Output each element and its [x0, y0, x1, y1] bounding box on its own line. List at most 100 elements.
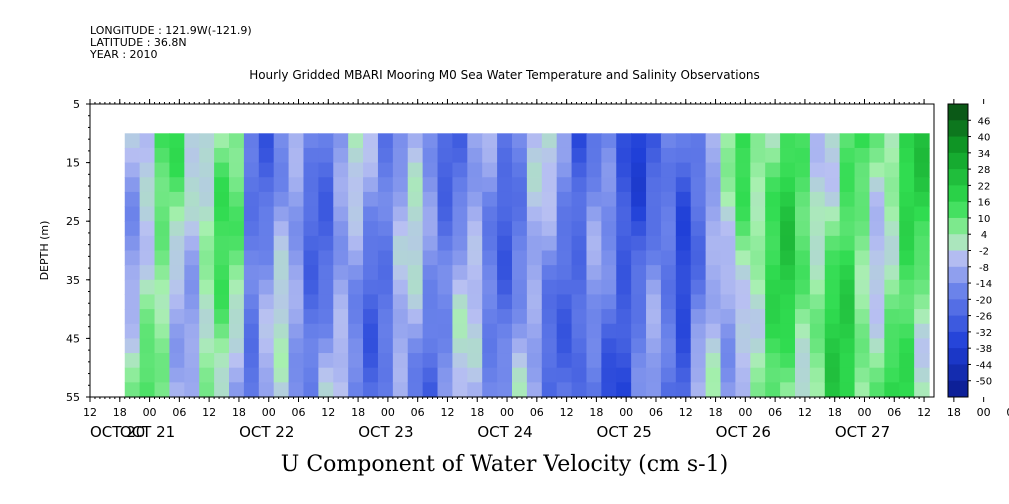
x-tick-label: 00	[857, 406, 871, 419]
heatmap-cell	[258, 279, 275, 296]
heatmap-cell	[646, 221, 662, 237]
heatmap-cell	[705, 177, 722, 193]
heatmap-cell	[884, 147, 900, 164]
heatmap-cell	[914, 221, 930, 237]
year-label: YEAR : 2010	[90, 48, 158, 61]
heatmap-cell	[631, 309, 647, 325]
heatmap-cell	[884, 338, 900, 354]
heatmap-cell	[392, 353, 409, 369]
heatmap-cell	[363, 162, 379, 178]
heatmap-cell	[660, 162, 677, 178]
heatmap-cell	[541, 294, 558, 310]
colorbar-label: -44	[976, 360, 992, 371]
heatmap-cell	[392, 250, 409, 266]
heatmap-cell	[154, 221, 171, 237]
heatmap-cell	[512, 147, 528, 164]
heatmap-cell	[229, 250, 245, 266]
heatmap-cell	[407, 133, 424, 149]
colorbar-swatch	[948, 250, 968, 268]
heatmap-cell	[169, 323, 185, 339]
heatmap-cell	[884, 221, 900, 237]
heatmap-cell	[348, 338, 364, 354]
y-tick-label: 25	[66, 215, 80, 228]
heatmap-cell	[363, 382, 379, 398]
heatmap-cell	[765, 338, 781, 354]
heatmap-cell	[824, 177, 841, 193]
heatmap-cell	[601, 279, 617, 296]
heatmap-cell	[497, 177, 513, 193]
heatmap-cell	[139, 147, 156, 164]
heatmap-cell	[556, 382, 573, 398]
x-tick-label: 00	[500, 406, 514, 419]
heatmap-cell	[422, 279, 439, 296]
heatmap-cell	[482, 147, 498, 164]
heatmap-cell	[914, 382, 930, 398]
heatmap-cell	[199, 323, 215, 339]
heatmap-cell	[392, 191, 409, 208]
heatmap-cell	[869, 133, 885, 149]
heatmap-cell	[184, 147, 200, 164]
heatmap-cell	[556, 367, 573, 383]
heatmap-cell	[631, 221, 647, 237]
heatmap-cell	[735, 279, 751, 296]
heatmap-cell	[482, 162, 498, 178]
heatmap-cell	[899, 279, 915, 296]
heatmap-cell	[780, 250, 796, 266]
heatmap-cell	[318, 235, 334, 252]
heatmap-cell	[184, 323, 200, 339]
heatmap-cell	[616, 191, 632, 208]
heatmap-cell	[869, 206, 885, 222]
colorbar-label: -20	[976, 295, 992, 306]
heatmap-cell	[526, 382, 543, 398]
x-tick-label: 18	[232, 406, 246, 419]
heatmap-cell	[214, 221, 230, 237]
x-tick-label: 12	[917, 406, 931, 419]
heatmap-cell	[273, 133, 290, 149]
heatmap-cell	[556, 133, 573, 149]
heatmap-cell	[854, 279, 871, 296]
heatmap-cell	[482, 265, 498, 281]
heatmap-cell	[899, 265, 915, 281]
heatmap-cell	[735, 235, 751, 252]
heatmap-cell	[288, 265, 305, 281]
colorbar-label: 10	[978, 214, 991, 225]
heatmap-cell	[541, 382, 558, 398]
heatmap-cell	[333, 382, 349, 398]
heatmap-cell	[482, 323, 498, 339]
heatmap-cell	[288, 147, 305, 164]
heatmap-cell	[303, 147, 319, 164]
heatmap-cell	[526, 147, 543, 164]
heatmap-cell	[139, 294, 156, 310]
heatmap-cell	[794, 191, 811, 208]
heatmap-cell	[824, 309, 841, 325]
heatmap-cell	[646, 309, 662, 325]
heatmap-cell	[541, 279, 558, 296]
heatmap-cell	[303, 191, 319, 208]
heatmap-cell	[690, 382, 707, 398]
heatmap-cell	[258, 162, 275, 178]
heatmap-cell	[124, 279, 141, 296]
heatmap-cell	[422, 147, 439, 164]
heatmap-cell	[154, 133, 171, 149]
x-date-label: OCT 24	[477, 423, 532, 441]
colorbar-swatch	[948, 104, 968, 121]
heatmap-cell	[571, 206, 588, 222]
heatmap-cell	[139, 206, 156, 222]
heatmap-cell	[273, 309, 290, 325]
heatmap-cell	[720, 338, 737, 354]
heatmap-cell	[437, 177, 454, 193]
x-tick-label: 00	[738, 406, 752, 419]
heatmap-cell	[541, 133, 558, 149]
longitude-label: LONGITUDE : 121.9W(-121.9)	[90, 24, 252, 37]
heatmap-cell	[154, 367, 171, 383]
heatmap-cell	[258, 235, 275, 252]
heatmap-cell	[273, 206, 290, 222]
heatmap-cell	[526, 338, 543, 354]
heatmap-cell	[675, 294, 692, 310]
heatmap-cell	[169, 235, 185, 252]
heatmap-cell	[690, 147, 707, 164]
x-date-label: OCT 21	[120, 423, 175, 441]
heatmap-cell	[780, 235, 796, 252]
heatmap-cell	[675, 250, 692, 266]
heatmap-cell	[229, 162, 245, 178]
